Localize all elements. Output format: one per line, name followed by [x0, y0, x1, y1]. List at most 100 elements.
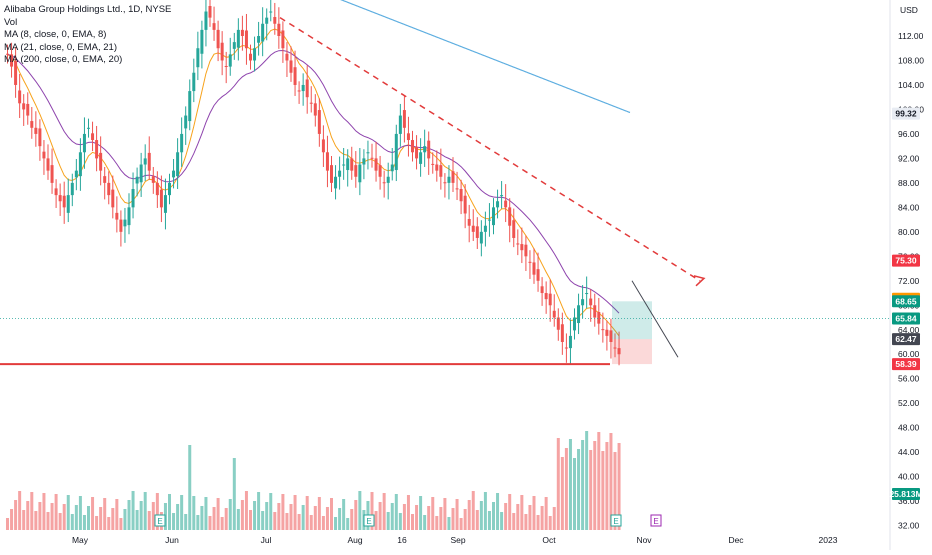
volume-bar	[467, 500, 471, 530]
volume-bar	[475, 510, 479, 530]
candle-body	[325, 152, 329, 171]
volume-bar	[135, 510, 139, 530]
candle-body	[78, 152, 82, 177]
candle-body	[455, 188, 459, 190]
time-axis-label: Oct	[542, 535, 556, 545]
candle-body	[573, 317, 576, 331]
volume-bar	[240, 500, 244, 530]
candle-body	[216, 29, 220, 49]
candle-body	[309, 102, 313, 104]
price-tick-label: 84.00	[898, 202, 920, 212]
candle-body	[70, 182, 74, 196]
price-badge-bg	[892, 358, 920, 371]
volume-bar	[285, 513, 289, 530]
candle-body	[585, 293, 589, 295]
candle-body	[103, 176, 107, 183]
volume-bar	[451, 508, 455, 530]
candle-body	[581, 299, 585, 306]
volume-bar	[585, 431, 589, 530]
time-axis-label: 2023	[819, 535, 838, 545]
earnings-marker-label: E	[157, 517, 162, 526]
price-tick-label: 60.00	[898, 349, 920, 359]
volume-bar	[394, 494, 398, 530]
candle-body	[18, 90, 22, 104]
candle-body	[269, 11, 273, 13]
price-tick-label: 96.00	[898, 129, 920, 139]
price-badge-label: 99.32	[895, 109, 917, 119]
candle-body	[487, 219, 491, 221]
currency-label: USD	[900, 5, 918, 15]
candle-body	[459, 189, 463, 202]
volume-bar	[435, 516, 439, 530]
volume-bar	[42, 493, 46, 530]
volume-bar	[180, 495, 184, 530]
time-axis-label: 16	[397, 535, 407, 545]
price-badge: 58.39	[892, 358, 920, 371]
candle-body	[139, 164, 143, 183]
volume-bar	[317, 497, 321, 530]
volume-bar	[378, 502, 382, 530]
volume-bar	[496, 493, 500, 530]
candle-body	[220, 42, 224, 61]
volume-bar	[589, 450, 593, 530]
candle-body	[240, 29, 244, 36]
volume-bar	[516, 504, 520, 530]
price-tick-label: 32.00	[898, 521, 920, 531]
candle-body	[236, 29, 240, 48]
volume-bar	[483, 492, 487, 530]
volume-bar	[139, 501, 143, 530]
candle-body	[184, 115, 188, 129]
time-axis-label: Jun	[165, 535, 179, 545]
volume-bar	[593, 441, 597, 530]
volume-bar	[131, 491, 135, 530]
time-axis-label: Sep	[450, 535, 465, 545]
candle-body	[524, 244, 528, 257]
volume-bar	[38, 502, 42, 530]
volume-bar	[99, 507, 103, 530]
candle-body	[273, 17, 277, 24]
price-badge-bg	[892, 488, 920, 500]
candle-body	[492, 207, 495, 226]
volume-bar	[244, 491, 248, 530]
candle-body	[257, 36, 261, 43]
candle-body	[338, 170, 342, 177]
candle-body	[617, 348, 621, 355]
candle-body	[479, 231, 483, 244]
volume-bar	[10, 509, 14, 530]
price-tick-label: 36.00	[898, 496, 920, 506]
legend-title: Alibaba Group Holdings Ltd., 1D, NYSE	[4, 4, 172, 15]
volume-bar	[459, 518, 463, 530]
volume-bar	[338, 508, 342, 530]
candle-body	[564, 347, 568, 349]
candle-body	[378, 165, 382, 177]
volume-bar	[168, 494, 171, 530]
candle-body	[34, 127, 38, 134]
candle-body	[394, 133, 398, 171]
legend-ema200: MA (200, close, 0, EMA, 20)	[4, 54, 123, 65]
candle-body	[496, 201, 500, 208]
volume-bar	[577, 449, 581, 530]
volume-bar	[508, 494, 512, 530]
candle-body	[91, 133, 95, 141]
volume-bar	[411, 514, 414, 530]
candle-body	[443, 182, 447, 184]
candle-body	[358, 164, 362, 183]
legend-vol: Vol	[4, 16, 18, 28]
candle-body	[224, 65, 228, 67]
candle-body	[463, 195, 467, 214]
volume-bar	[82, 515, 86, 530]
candle-body	[188, 91, 192, 122]
volume-bar	[390, 503, 394, 530]
volume-bar	[297, 514, 301, 530]
candle-body	[354, 165, 358, 177]
candle-body	[386, 176, 390, 183]
price-tick-label: 40.00	[898, 472, 920, 482]
volume-bar	[487, 511, 491, 530]
candle-body	[415, 146, 419, 159]
volume-bar	[269, 493, 273, 530]
price-badge-bg	[892, 312, 920, 325]
volume-bar	[455, 499, 459, 530]
candle-body	[26, 103, 30, 116]
